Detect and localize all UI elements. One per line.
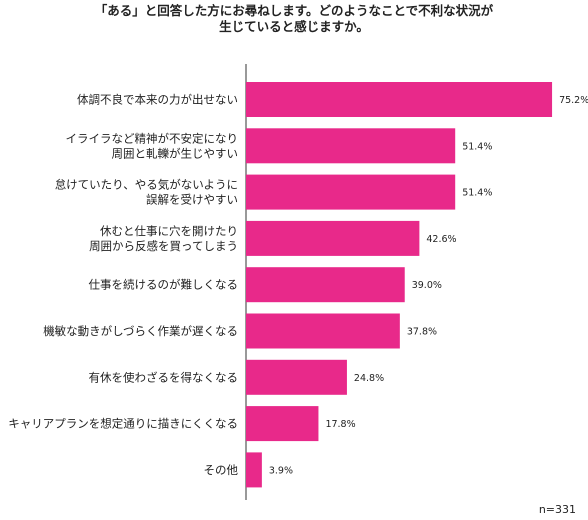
value-label: 42.6%	[426, 234, 456, 245]
bar	[246, 82, 553, 117]
chart-title-line-2: 生じていると感じますか。	[219, 19, 369, 34]
bar	[246, 220, 420, 256]
bar	[246, 128, 456, 164]
category-label: イライラなど精神が不安定になり	[66, 131, 239, 145]
bar	[246, 359, 347, 395]
chart-title: 「ある」と回答した方にお尋ねします。どのようなことで不利な状況が 生じていると感…	[0, 3, 588, 35]
bar	[246, 267, 405, 303]
bar	[246, 452, 262, 488]
bar	[246, 406, 319, 442]
value-label: 39.0%	[412, 280, 442, 291]
value-label: 51.4%	[462, 188, 492, 199]
category-label: 周囲から反感を買ってしまう	[89, 239, 238, 253]
category-label: 休むと仕事に穴を開けたり	[100, 224, 238, 238]
category-label: 誤解を受けやすい	[146, 193, 238, 207]
value-label: 75.2%	[559, 95, 588, 106]
bar	[246, 313, 400, 349]
category-label: その他	[204, 463, 239, 477]
chart-title-line-1: 「ある」と回答した方にお尋ねします。どのようなことで不利な状況が	[94, 3, 494, 18]
value-label: 51.4%	[462, 141, 492, 152]
value-label: 17.8%	[325, 419, 355, 430]
sample-size-note: n=331	[538, 503, 576, 516]
category-label: 周囲と軋轢が生じやすい	[112, 146, 239, 160]
value-label: 24.8%	[354, 373, 384, 384]
category-label: 怠けていたり、やる気がないように	[55, 178, 238, 192]
category-label: 仕事を続けるのが難しくなる	[89, 278, 239, 292]
category-label: 体調不良で本来の力が出せない	[77, 93, 238, 107]
category-label: 有休を使わざるを得なくなる	[89, 370, 239, 384]
bar	[246, 174, 456, 210]
value-label: 3.9%	[269, 465, 293, 476]
category-label: 機敏な動きがしづらく作業が遅くなる	[43, 324, 238, 338]
category-label: キャリアプランを想定通りに描きにくくなる	[8, 417, 238, 431]
value-label: 37.8%	[407, 327, 437, 338]
